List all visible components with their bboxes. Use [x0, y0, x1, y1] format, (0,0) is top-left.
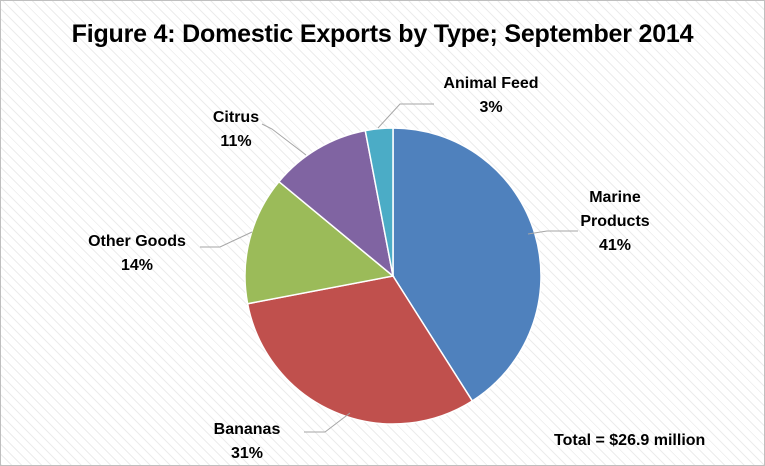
leader-line-bananas — [304, 412, 351, 433]
leader-line-citrus — [261, 123, 307, 156]
pie-slice-marine-products — [392, 127, 542, 402]
label-citrus: Citrus 11% — [196, 106, 276, 154]
label-name: Animal Feed — [443, 75, 539, 92]
pie-slice-animal-feed — [364, 127, 394, 277]
label-name-line-2: Products — [580, 213, 650, 230]
pie-slice-bananas — [246, 275, 474, 425]
pie-slice-citrus — [277, 129, 395, 278]
label-name: Other Goods — [88, 233, 186, 250]
label-name-line-1: Marine — [589, 189, 641, 206]
label-name: Bananas — [213, 421, 281, 438]
label-other-goods: Other Goods 14% — [72, 230, 202, 278]
chart-title: Figure 4: Domestic Exports by Type; Sept… — [71, 20, 694, 48]
label-value: 11% — [220, 133, 252, 150]
pie-slice-other-goods — [244, 180, 395, 305]
label-bananas: Bananas 31% — [192, 418, 302, 466]
leader-line-marine-products — [527, 230, 578, 235]
total-annotation: Total = $26.9 million — [554, 432, 706, 449]
label-value: 14% — [120, 257, 154, 274]
leader-line-animal-feed — [377, 103, 434, 129]
label-marine-products: Marine Products 41% — [560, 186, 670, 258]
label-animal-feed: Animal Feed 3% — [424, 72, 558, 120]
label-value: 31% — [230, 445, 264, 462]
leader-line-other-goods — [200, 231, 253, 248]
label-name: Citrus — [212, 109, 260, 126]
label-value: 41% — [598, 237, 632, 254]
label-value: 3% — [479, 99, 503, 116]
